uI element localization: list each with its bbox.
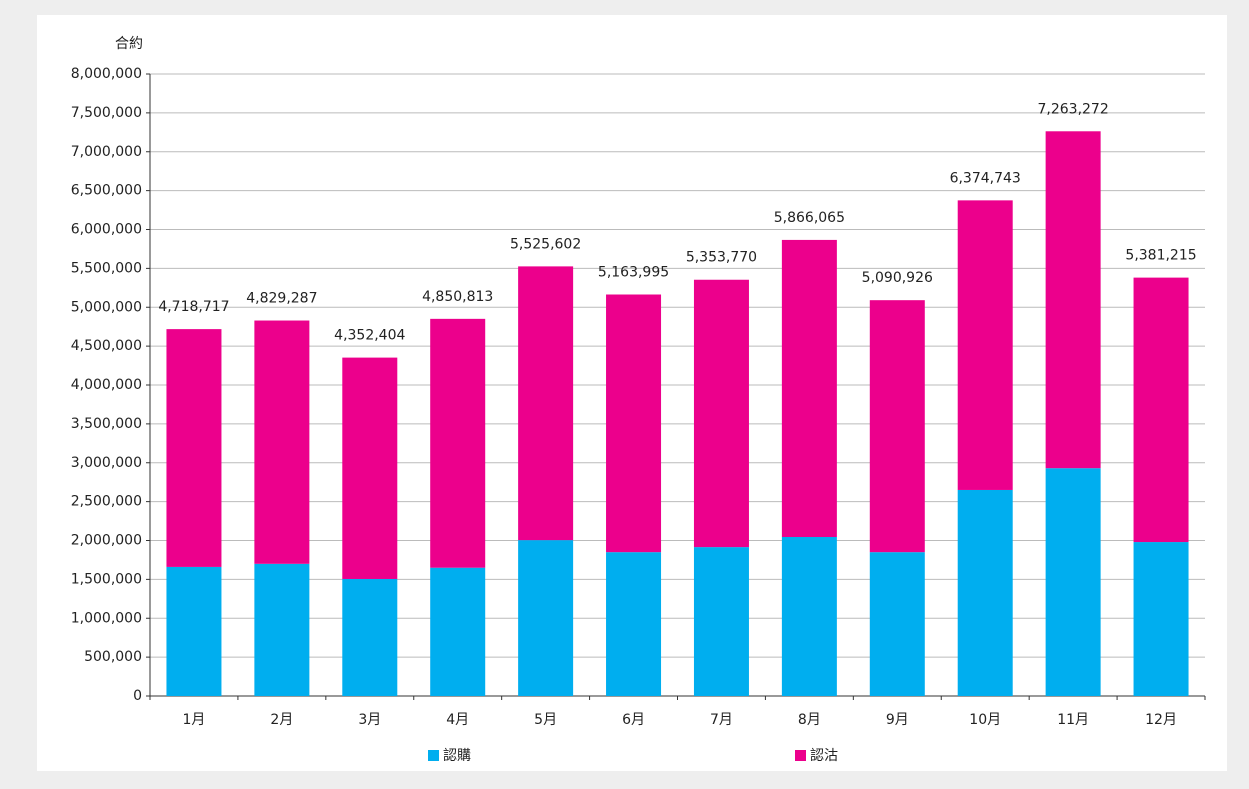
bar-segment — [869, 300, 925, 553]
x-tick-label: 6月 — [622, 712, 645, 728]
legend-label: 認沽 — [810, 748, 838, 764]
x-tick-label: 7月 — [710, 712, 733, 728]
bar-segment — [342, 357, 398, 579]
bar-segment — [166, 566, 222, 696]
bar-segment — [518, 540, 574, 696]
x-tick-label: 12月 — [1145, 712, 1177, 728]
y-tick-label: 7,000,000 — [71, 144, 142, 160]
legend-label: 認購 — [443, 748, 471, 764]
bar-segment — [693, 279, 749, 548]
y-tick-label: 8,000,000 — [71, 66, 142, 82]
y-tick-label: 6,500,000 — [71, 183, 142, 199]
y-tick-label: 2,000,000 — [71, 533, 142, 549]
y-tick-label: 500,000 — [84, 649, 142, 665]
legend-swatch — [428, 750, 439, 761]
bar-segment — [166, 329, 222, 567]
bar-segment — [342, 578, 398, 696]
y-tick-label: 2,500,000 — [71, 494, 142, 510]
bar-segment — [254, 563, 310, 696]
total-label: 5,163,995 — [598, 264, 669, 280]
bar-segment — [254, 320, 310, 564]
total-label: 5,381,215 — [1125, 248, 1196, 264]
bar-segment — [781, 239, 837, 538]
x-tick-label: 4月 — [446, 712, 469, 728]
y-axis-label: 合約 — [115, 36, 143, 52]
y-tick-label: 7,500,000 — [71, 105, 142, 121]
y-tick-label: 3,500,000 — [71, 416, 142, 432]
total-label: 4,718,717 — [158, 299, 229, 315]
x-tick-label: 10月 — [969, 712, 1001, 728]
bar-segment — [430, 318, 486, 568]
total-label: 4,352,404 — [334, 328, 405, 344]
x-tick-label: 8月 — [798, 712, 821, 728]
bar-segment — [606, 294, 662, 553]
x-tick-label: 3月 — [358, 712, 381, 728]
total-label: 5,525,602 — [510, 236, 581, 252]
y-tick-label: 4,000,000 — [71, 377, 142, 393]
x-tick-label: 11月 — [1057, 712, 1089, 728]
bar-segment — [1045, 131, 1101, 469]
x-tick-label: 1月 — [182, 712, 205, 728]
bar-segment — [869, 552, 925, 696]
y-tick-label: 5,500,000 — [71, 260, 142, 276]
total-label: 5,866,065 — [774, 210, 845, 226]
y-tick-label: 4,500,000 — [71, 338, 142, 354]
bar-segment — [957, 489, 1013, 696]
bar-segment — [518, 266, 574, 541]
bar-segment — [1133, 277, 1189, 543]
total-label: 4,850,813 — [422, 289, 493, 305]
bar-segment — [781, 537, 837, 696]
y-tick-label: 1,500,000 — [71, 571, 142, 587]
total-label: 7,263,272 — [1037, 101, 1108, 117]
bar-segment — [1045, 468, 1101, 696]
y-tick-label: 3,000,000 — [71, 455, 142, 471]
total-label: 4,829,287 — [246, 291, 317, 307]
bar-segment — [957, 200, 1013, 490]
total-label: 5,090,926 — [862, 270, 933, 286]
total-label: 5,353,770 — [686, 250, 757, 266]
total-label: 6,374,743 — [950, 170, 1021, 186]
x-tick-label: 2月 — [270, 712, 293, 728]
y-tick-label: 6,000,000 — [71, 222, 142, 238]
bar-segment — [1133, 542, 1189, 696]
legend-swatch — [795, 750, 806, 761]
y-tick-label: 5,000,000 — [71, 299, 142, 315]
bar-segment — [693, 547, 749, 696]
y-tick-label: 0 — [133, 688, 142, 704]
bar-segment — [606, 552, 662, 696]
bar-segment — [430, 567, 486, 696]
x-tick-label: 9月 — [886, 712, 909, 728]
y-tick-label: 1,000,000 — [71, 610, 142, 626]
x-tick-label: 5月 — [534, 712, 557, 728]
